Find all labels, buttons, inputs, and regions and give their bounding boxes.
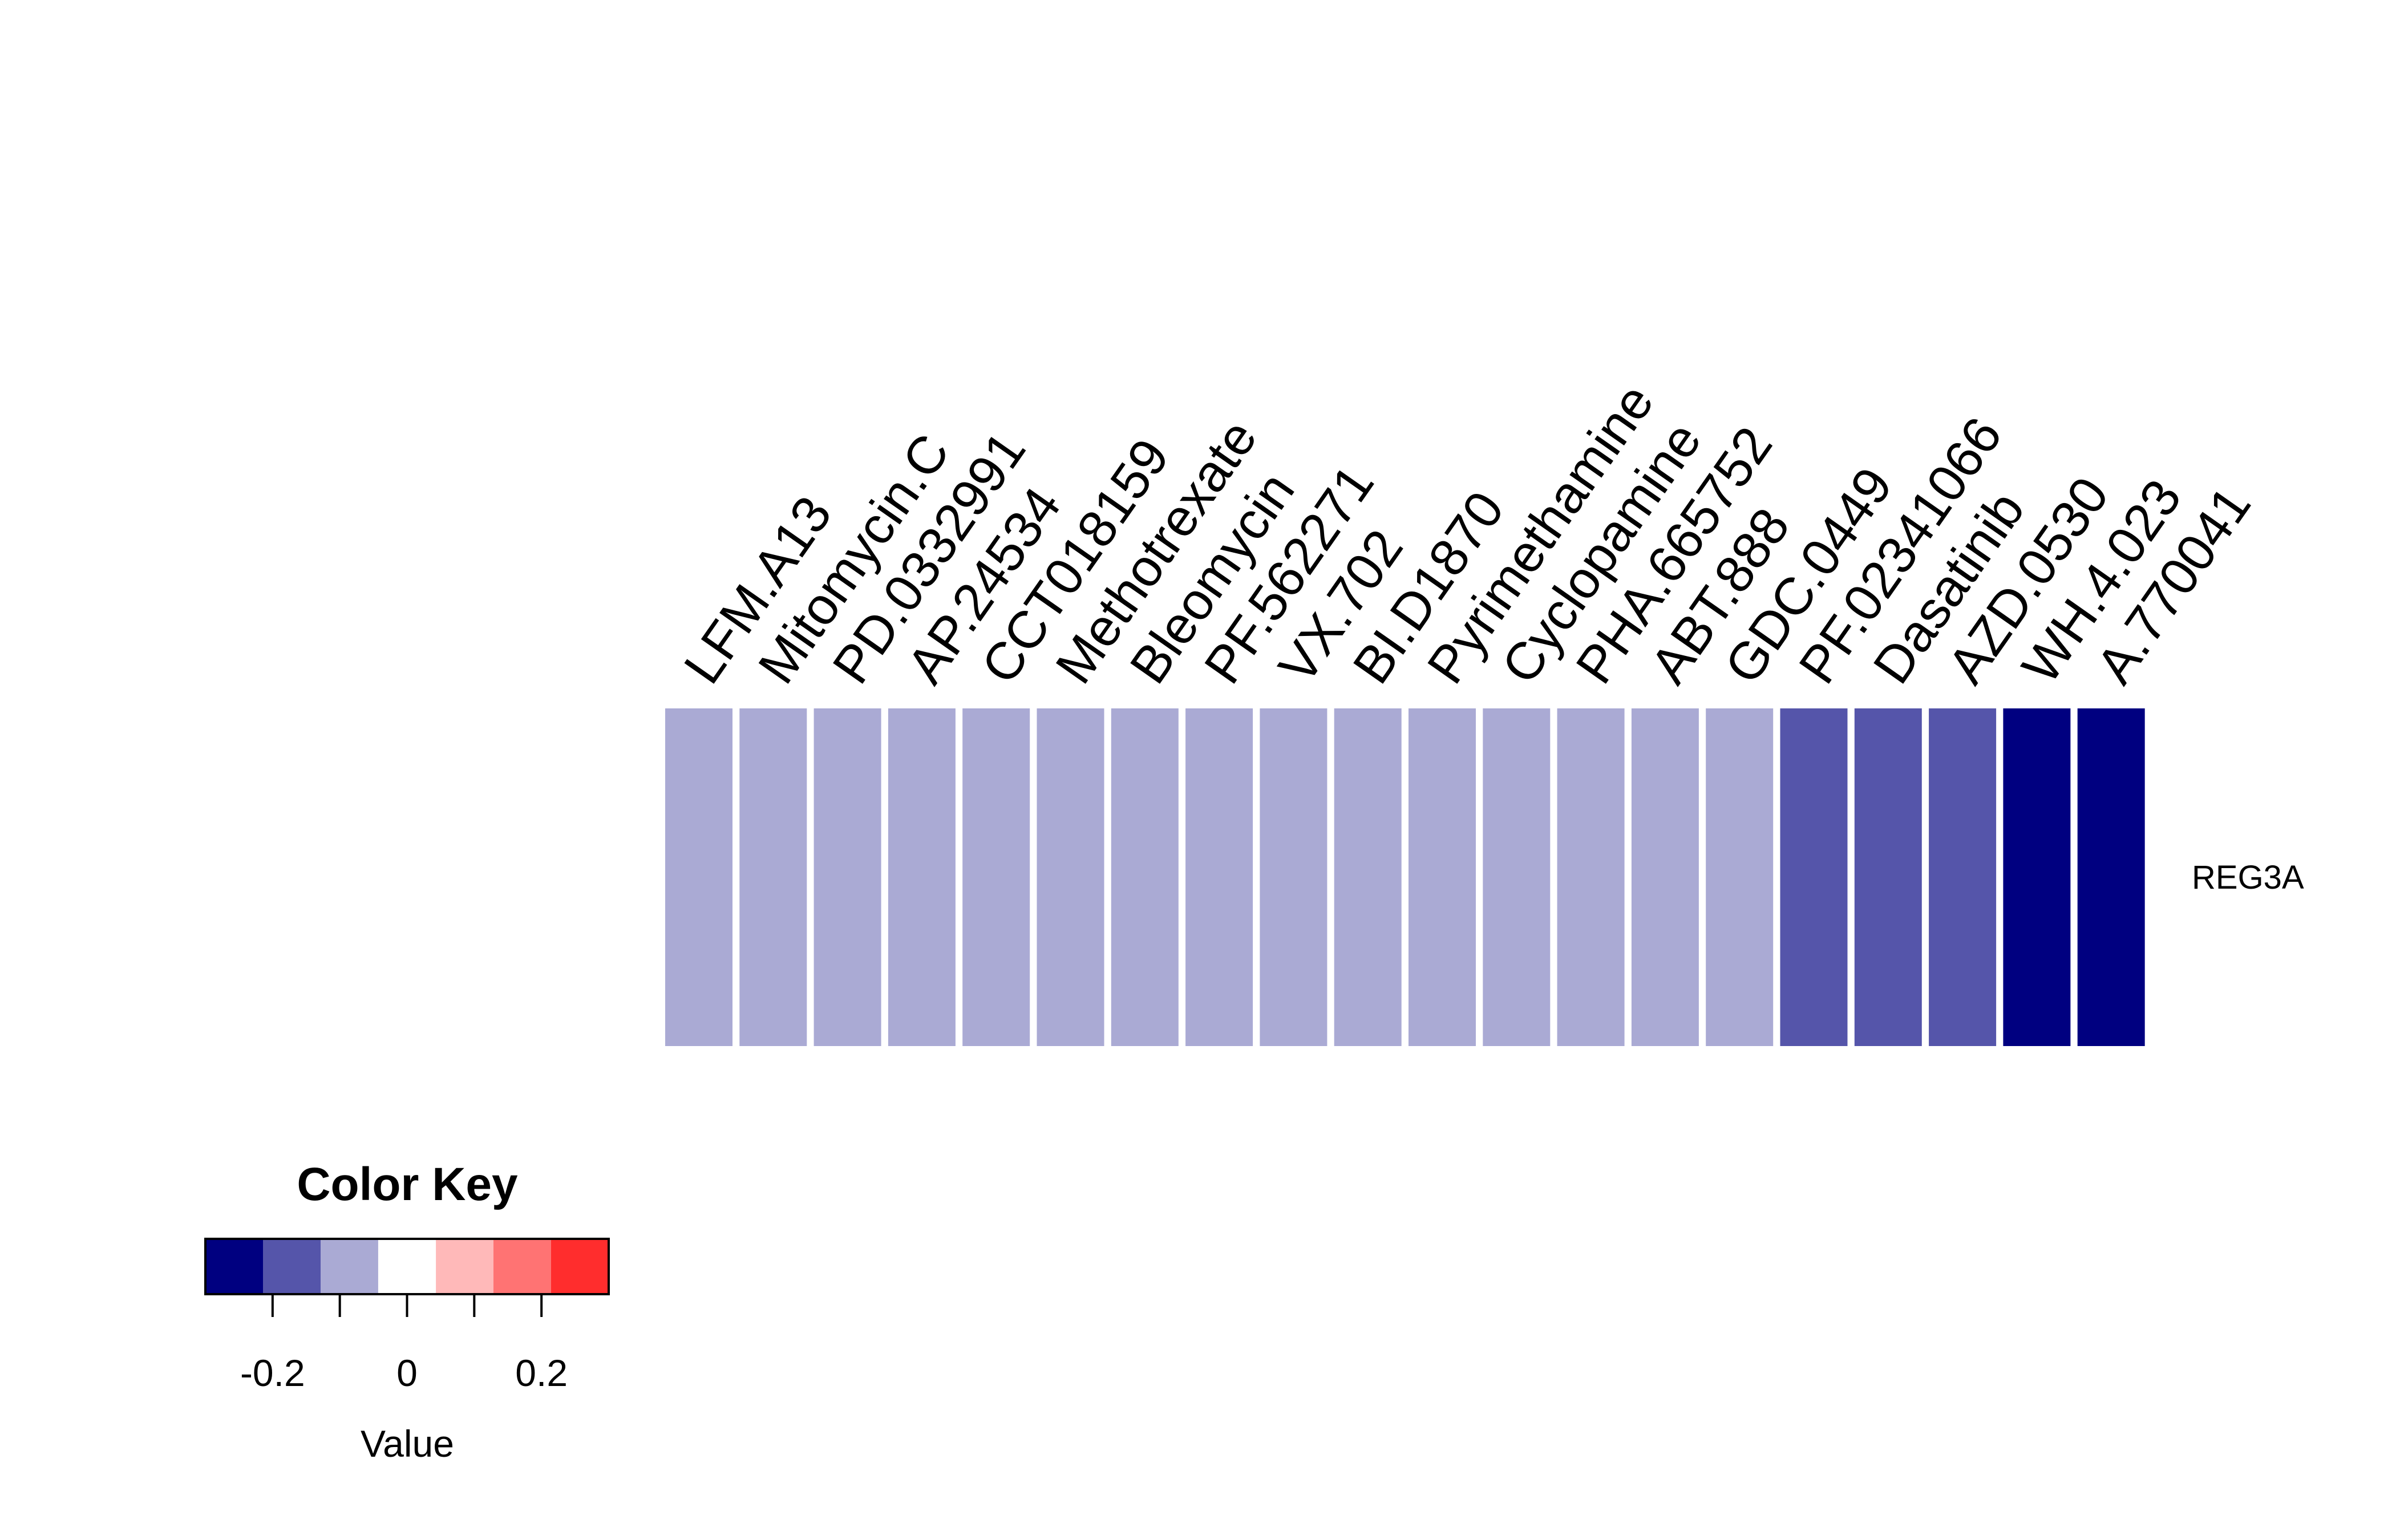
heatmap-cell [1111, 708, 1179, 1046]
heatmap-cell [1631, 708, 1699, 1046]
color-key: Color Key -0.2 0 0.2 Value [204, 1158, 610, 1465]
heatmap-cell [888, 708, 956, 1046]
color-key-swatch [205, 1239, 264, 1294]
column-labels: LFM.A13Mitomycin.CPD.0332991AP.24534CCT0… [673, 374, 2262, 694]
heatmap-cell [962, 708, 1030, 1046]
heatmap-cells [665, 708, 2145, 1046]
heatmap-cell [1037, 708, 1104, 1046]
color-key-swatch [263, 1239, 321, 1294]
color-key-axis-label: Value [361, 1423, 454, 1465]
heatmap-cell [813, 708, 881, 1046]
color-key-swatch [378, 1239, 436, 1294]
color-key-tick-label: 0.2 [515, 1352, 568, 1394]
heatmap-cell [1185, 708, 1253, 1046]
heatmap-cell [2077, 708, 2145, 1046]
color-key-swatch [436, 1239, 494, 1294]
heatmap-cell [739, 708, 807, 1046]
color-key-ticks: -0.2 0 0.2 [240, 1294, 568, 1394]
color-key-swatches [205, 1239, 609, 1294]
color-key-tick-label: 0 [396, 1352, 418, 1394]
row-label: REG3A [2192, 859, 2304, 896]
heatmap-cell [1854, 708, 1922, 1046]
color-key-swatch [321, 1239, 379, 1294]
heatmap-cell [1780, 708, 1848, 1046]
heatmap-cell [665, 708, 732, 1046]
color-key-swatch [551, 1239, 609, 1294]
color-key-swatch [493, 1239, 552, 1294]
row-labels: REG3A [2192, 859, 2304, 896]
heatmap-cell [1409, 708, 1476, 1046]
heatmap-cell [1334, 708, 1402, 1046]
heatmap-cell [1260, 708, 1327, 1046]
heatmap-cell [1483, 708, 1551, 1046]
color-key-tick-label: -0.2 [240, 1352, 305, 1394]
heatmap-cell [1929, 708, 1997, 1046]
heatmap-cell [2003, 708, 2071, 1046]
color-key-title: Color Key [297, 1158, 518, 1210]
heatmap-cell [1706, 708, 1774, 1046]
heatmap-cell [1557, 708, 1625, 1046]
